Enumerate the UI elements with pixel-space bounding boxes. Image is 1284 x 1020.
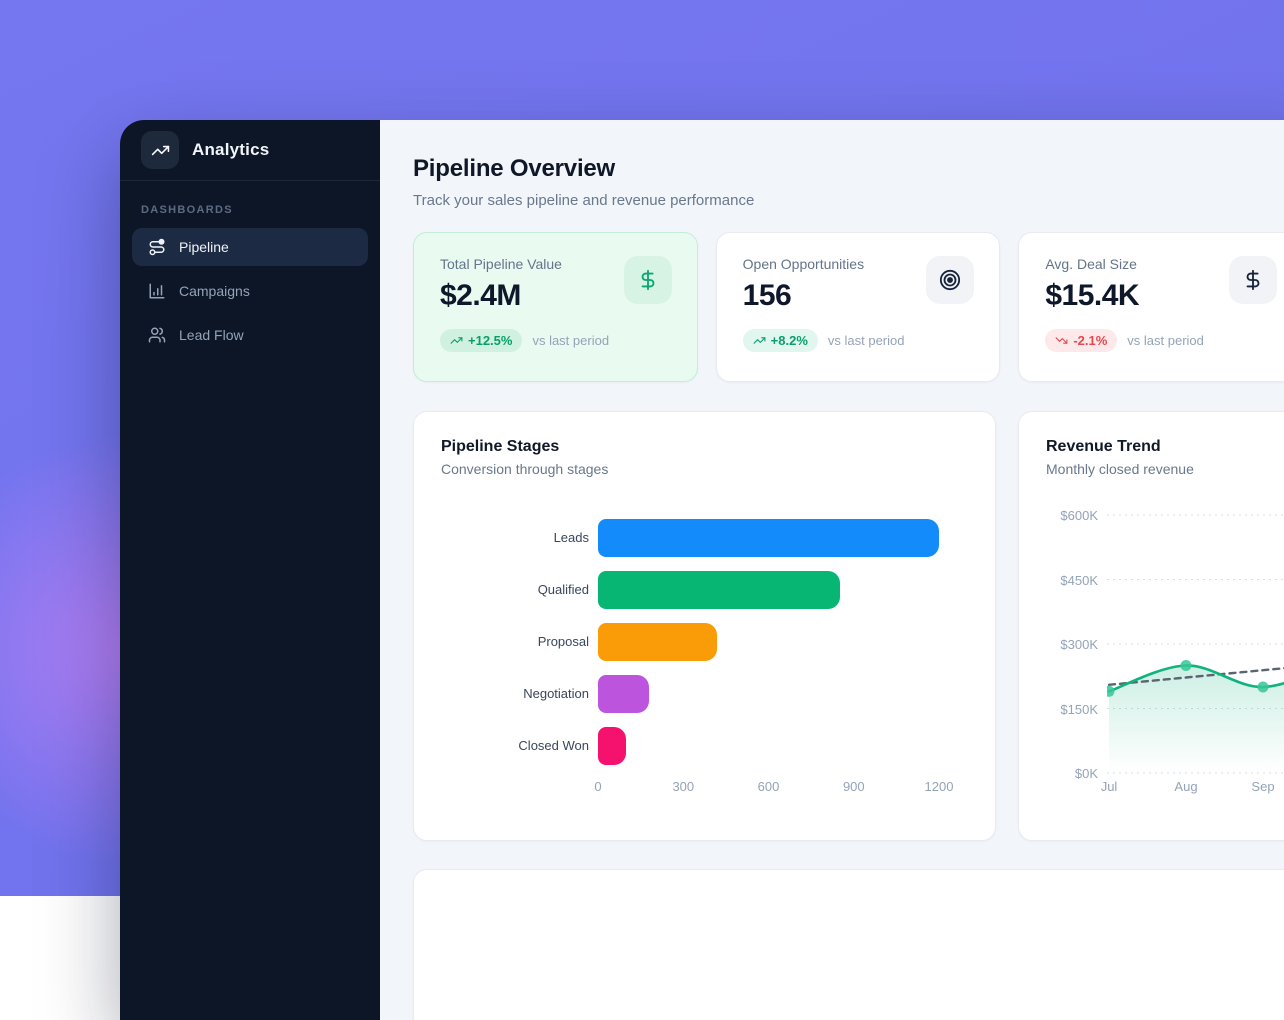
kpi-icon-tile: [1229, 256, 1277, 304]
bar-negotiation: [598, 675, 649, 713]
bar-qualified: [598, 571, 840, 609]
sidebar-item-campaigns[interactable]: Campaigns: [132, 272, 368, 310]
kpi-card-total-pipeline-value: Total Pipeline Value$2.4M+12.5%vs last p…: [413, 232, 698, 382]
pipeline-stages-title: Pipeline Stages: [441, 438, 968, 456]
y-tick-label: $450K: [1046, 573, 1098, 588]
page-subtitle: Track your sales pipeline and revenue pe…: [413, 192, 1284, 209]
bar-row-qualified: Qualified: [441, 571, 968, 609]
sidebar: Analytics DASHBOARDS Pipeline Campaigns Le…: [120, 120, 380, 1020]
sidebar-nav: Pipeline Campaigns Lead Flow: [120, 228, 380, 354]
dollar-icon: [637, 269, 659, 291]
revenue-point: [1258, 682, 1269, 693]
kpi-icon-tile: [624, 256, 672, 304]
kpi-delta-badge: +8.2%: [743, 329, 818, 352]
x-tick-label: 1200: [925, 779, 954, 794]
bar-category-label: Leads: [441, 530, 598, 546]
bar-row-proposal: Proposal: [441, 623, 968, 661]
bar-track: [598, 623, 968, 661]
kpi-compare-label: vs last period: [1127, 333, 1204, 348]
app-logo: [141, 131, 179, 169]
charts-row: Pipeline Stages Conversion through stage…: [413, 411, 1284, 841]
bar-category-label: Proposal: [441, 634, 598, 650]
kpi-delta-value: +8.2%: [771, 333, 808, 348]
bar-leads: [598, 519, 939, 557]
y-tick-label: $150K: [1046, 702, 1098, 717]
revenue-trend-subtitle: Monthly closed revenue: [1046, 461, 1275, 477]
revenue-trend-title: Revenue Trend: [1046, 438, 1275, 456]
kpi-compare-label: vs last period: [828, 333, 905, 348]
x-tick-label: 900: [843, 779, 865, 794]
revenue-trend-plot: $0K$150K$300K$450K$600KJulAugSepOct: [1046, 495, 1275, 805]
revenue-trend-chart: [1107, 505, 1284, 795]
y-tick-label: $0K: [1046, 766, 1098, 781]
pipeline-stages-card: Pipeline Stages Conversion through stage…: [413, 411, 996, 841]
bar-category-label: Closed Won: [441, 738, 598, 754]
revenue-trend-card: Revenue Trend Monthly closed revenue $0K…: [1018, 411, 1284, 841]
sidebar-item-label: Lead Flow: [179, 327, 244, 343]
kpi-card-avg-deal-size: Avg. Deal Size$15.4K-2.1%vs last period: [1018, 232, 1284, 382]
pipeline-stages-subtitle: Conversion through stages: [441, 461, 968, 477]
revenue-area: [1109, 661, 1284, 773]
kpi-delta-badge: -2.1%: [1045, 329, 1117, 352]
bottom-card: [413, 869, 1284, 1020]
main-content: Pipeline Overview Track your sales pipel…: [380, 120, 1284, 1020]
y-tick-label: $300K: [1046, 637, 1098, 652]
trending-up-icon: [151, 141, 170, 160]
kpi-icon-tile: [926, 256, 974, 304]
sidebar-item-lead-flow[interactable]: Lead Flow: [132, 316, 368, 354]
y-tick-label: $600K: [1046, 508, 1098, 523]
kpi-footer: +12.5% vs last period: [440, 329, 671, 352]
revenue-point: [1181, 660, 1192, 671]
bar-category-label: Negotiation: [441, 686, 598, 702]
trend-down-icon: [1055, 334, 1068, 347]
bar-row-leads: Leads: [441, 519, 968, 557]
bar-track: [598, 571, 968, 609]
bar-row-closed-won: Closed Won: [441, 727, 968, 765]
x-tick-label: 600: [758, 779, 780, 794]
bar-chart-icon: [148, 282, 166, 300]
target-icon: [939, 269, 961, 291]
users-icon: [148, 326, 166, 344]
route-icon: [148, 238, 166, 256]
dollar-icon: [1242, 269, 1264, 291]
desktop-background: Analytics DASHBOARDS Pipeline Campaigns Le…: [0, 0, 1284, 896]
sidebar-header: Analytics: [120, 120, 380, 181]
sidebar-item-label: Campaigns: [179, 283, 250, 299]
bar-category-label: Qualified: [441, 582, 598, 598]
app-window: Analytics DASHBOARDS Pipeline Campaigns Le…: [120, 120, 1284, 1020]
bar-track: [598, 727, 968, 765]
bar-closed-won: [598, 727, 626, 765]
page-title: Pipeline Overview: [413, 155, 1284, 183]
brand-title: Analytics: [192, 140, 269, 160]
sidebar-section-label: DASHBOARDS: [141, 204, 359, 216]
bar-row-negotiation: Negotiation: [441, 675, 968, 713]
trend-up-icon: [450, 334, 463, 347]
bar-track: [598, 675, 968, 713]
pipeline-stages-plot: Leads Qualified Proposal Negotiation Closed …: [441, 519, 968, 765]
kpi-delta-value: -2.1%: [1073, 333, 1107, 348]
bar-track: [598, 519, 968, 557]
sidebar-item-pipeline[interactable]: Pipeline: [132, 228, 368, 266]
kpi-delta-value: +12.5%: [468, 333, 512, 348]
kpi-compare-label: vs last period: [532, 333, 609, 348]
x-tick-label: 300: [672, 779, 694, 794]
kpi-footer: +8.2% vs last period: [743, 329, 974, 352]
kpi-delta-badge: +12.5%: [440, 329, 522, 352]
trend-up-icon: [753, 334, 766, 347]
x-tick-label: 0: [594, 779, 601, 794]
sidebar-item-label: Pipeline: [179, 239, 229, 255]
kpi-row: Total Pipeline Value$2.4M+12.5%vs last p…: [413, 232, 1284, 382]
kpi-footer: -2.1% vs last period: [1045, 329, 1276, 352]
bar-proposal: [598, 623, 717, 661]
